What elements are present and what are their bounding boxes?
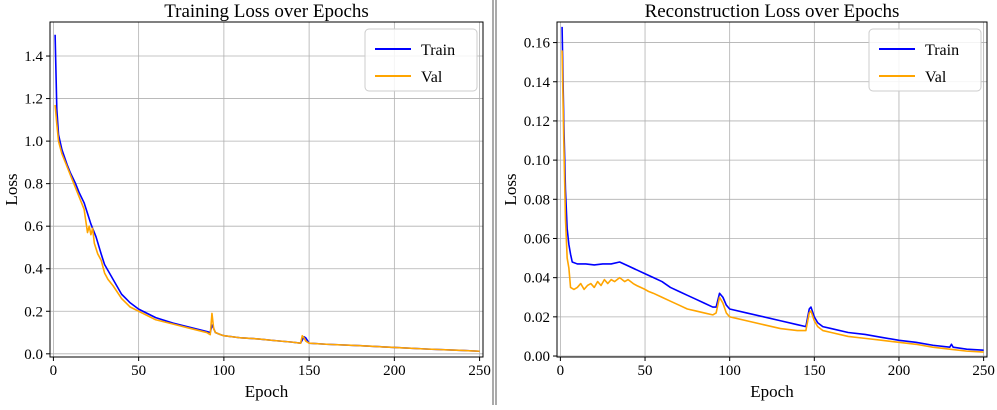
x-tick-label: 100: [718, 363, 741, 379]
y-tick-label: 0.8: [24, 177, 43, 193]
y-axis-label: Loss: [501, 173, 520, 205]
x-tick-label: 250: [972, 363, 995, 379]
y-tick-label: 0.16: [524, 36, 551, 52]
series-line-val: [561, 50, 984, 353]
y-tick-label: 0.10: [524, 153, 550, 169]
series-line-train: [561, 26, 984, 351]
x-tick-label: 150: [298, 363, 321, 379]
y-tick-label: 1.0: [24, 134, 43, 150]
y-tick-label: 0.06: [524, 231, 551, 247]
y-tick-label: 0.04: [524, 271, 551, 287]
legend: Train Val: [364, 28, 478, 92]
legend-label-val: Val: [421, 69, 443, 86]
x-axis-label: Epoch: [750, 382, 794, 401]
x-tick-label: 0: [557, 363, 565, 379]
legend-label-train: Train: [925, 42, 959, 59]
x-tick-label: 100: [213, 363, 236, 379]
x-tick-label: 200: [888, 363, 911, 379]
x-tick-label: 50: [638, 363, 653, 379]
y-tick-label: 0.00: [524, 349, 550, 365]
y-tick-label: 0.0: [24, 347, 43, 363]
x-tick-label: 150: [803, 363, 826, 379]
y-tick-label: 0.12: [524, 114, 550, 130]
y-tick-label: 1.2: [24, 92, 43, 108]
series-line-val: [54, 104, 480, 353]
x-tick-label: 250: [468, 363, 491, 379]
x-tick-label: 0: [50, 363, 58, 379]
y-tick-label: 0.6: [24, 219, 43, 235]
y-tick-label: 0.02: [524, 310, 550, 326]
legend-label-val: Val: [925, 69, 947, 86]
x-tick-label: 200: [383, 363, 406, 379]
y-tick-label: 0.2: [24, 304, 43, 320]
legend-label-train: Train: [421, 42, 455, 59]
reconstruction-loss-panel: 0 50 100 150 200 250 0.00 0.02 0.04 0.06 0.08 0.10 0…: [501, 1, 995, 401]
x-axis-label: Epoch: [245, 382, 289, 401]
legend: Train Val: [868, 28, 982, 92]
chart-title: Training Loss over Epochs: [164, 1, 369, 22]
training-loss-panel: 0 50 100 150 200 250 0.0 0.2 0.4 0.6 0.8 1.0 1.2 1.4 T…: [2, 1, 491, 401]
y-tick-label: 0.14: [524, 75, 551, 91]
y-tick-label: 0.08: [524, 192, 550, 208]
chart-title: Reconstruction Loss over Epochs: [645, 1, 900, 22]
x-tick-label: 50: [131, 363, 146, 379]
y-axis-label: Loss: [2, 173, 21, 205]
series-line-train: [54, 34, 480, 353]
axes-frame: [556, 21, 988, 358]
y-tick-label: 1.4: [24, 49, 43, 65]
axes-frame: [49, 21, 484, 358]
y-tick-label: 0.4: [24, 262, 43, 278]
